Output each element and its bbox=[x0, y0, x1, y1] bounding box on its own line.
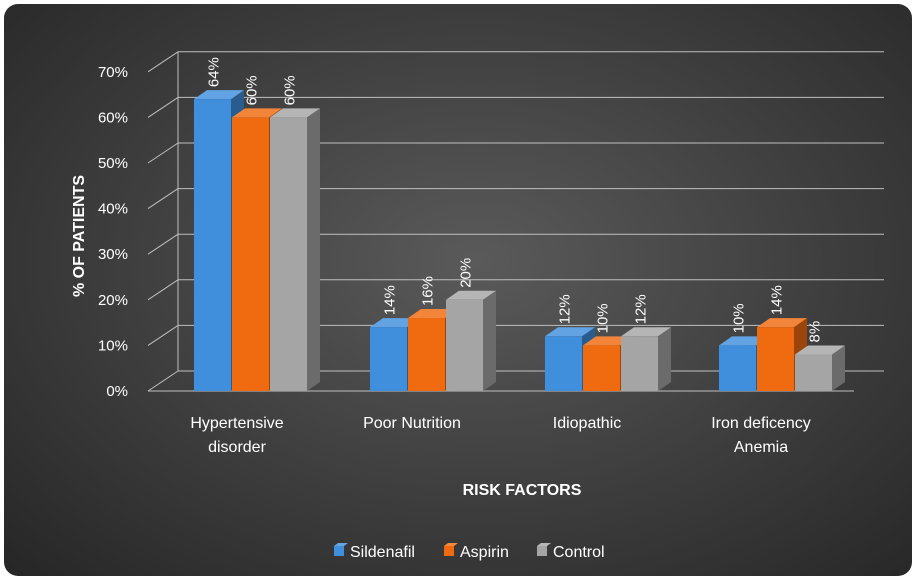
y-tick-label: 10% bbox=[98, 337, 128, 354]
bar-top bbox=[194, 90, 244, 100]
data-label: 8% bbox=[807, 321, 824, 343]
bar-chart: 0% 10% 20% 30% 40% 50% 60% 70% 64% 14% 12% 10% 60% 16… bbox=[71, 51, 884, 561]
data-label: 12% bbox=[633, 294, 650, 324]
bar bbox=[232, 117, 269, 392]
y-tick-label: 30% bbox=[98, 246, 128, 263]
y-tick-label: 50% bbox=[98, 155, 128, 172]
data-label: 16% bbox=[420, 276, 437, 306]
grid-diagonal bbox=[147, 96, 179, 118]
bar-top bbox=[408, 309, 458, 319]
data-label: 20% bbox=[458, 258, 475, 288]
bar-top bbox=[370, 318, 420, 328]
bar bbox=[545, 336, 582, 391]
data-label: 60% bbox=[244, 75, 261, 105]
bar-side bbox=[307, 108, 320, 392]
data-label: 14% bbox=[769, 285, 786, 315]
grid-diagonal bbox=[147, 188, 179, 210]
bar-side bbox=[832, 345, 845, 391]
bar bbox=[795, 354, 832, 391]
bar-top bbox=[446, 290, 496, 300]
bar-side bbox=[658, 327, 671, 391]
bar bbox=[370, 327, 407, 391]
y-tick-label: 70% bbox=[98, 64, 128, 81]
grid-diagonal bbox=[147, 370, 179, 392]
legend-swatch bbox=[334, 546, 344, 556]
x-tick-label: Hypertensive bbox=[190, 415, 283, 432]
data-label: 12% bbox=[557, 294, 574, 324]
bar bbox=[408, 318, 445, 391]
x-tick-label: disorder bbox=[208, 439, 266, 456]
bar bbox=[194, 99, 231, 391]
legend-swatch bbox=[537, 546, 547, 556]
x-tick-label: Idiopathic bbox=[553, 415, 622, 432]
y-axis-title: % OF PATIENTS bbox=[71, 175, 88, 297]
grid-diagonal bbox=[147, 279, 179, 301]
bar-top bbox=[583, 336, 633, 346]
bar-side bbox=[483, 290, 496, 391]
bar-top bbox=[757, 318, 807, 328]
chart-frame: 0% 10% 20% 30% 40% 50% 60% 70% 64% 14% 12% 10% 60% 16… bbox=[4, 4, 912, 576]
legend-swatch-top bbox=[537, 543, 551, 546]
bar bbox=[446, 299, 483, 391]
legend-swatch bbox=[444, 546, 454, 556]
legend-swatch-top bbox=[334, 543, 348, 546]
grid-diagonal bbox=[147, 324, 179, 346]
legend-label: Control bbox=[553, 544, 605, 561]
legend-label: Aspirin bbox=[460, 544, 509, 561]
y-tick-label: 20% bbox=[98, 292, 128, 309]
data-label: 14% bbox=[382, 285, 399, 315]
bar-top bbox=[232, 108, 282, 118]
bar-top bbox=[795, 345, 845, 355]
data-label: 10% bbox=[731, 303, 748, 333]
data-label: 60% bbox=[282, 75, 299, 105]
y-tick-label: 40% bbox=[98, 201, 128, 218]
bar bbox=[270, 117, 307, 392]
bar-top bbox=[270, 108, 320, 118]
bar-top bbox=[621, 327, 671, 337]
bar-top bbox=[545, 327, 595, 337]
grid-diagonal bbox=[147, 233, 179, 255]
bar bbox=[719, 345, 756, 391]
y-tick-label: 60% bbox=[98, 109, 128, 126]
grid-diagonal bbox=[147, 142, 179, 164]
x-tick-label: Anemia bbox=[734, 439, 788, 456]
data-label: 10% bbox=[595, 303, 612, 333]
x-axis-title: RISK FACTORS bbox=[463, 482, 582, 499]
bar bbox=[583, 345, 620, 391]
legend-swatch-top bbox=[444, 543, 458, 546]
bar-top bbox=[719, 336, 769, 346]
bar bbox=[621, 336, 658, 391]
grid-diagonal bbox=[147, 51, 179, 73]
x-tick-label: Iron deficency bbox=[711, 415, 811, 432]
y-tick-label: 0% bbox=[106, 383, 128, 400]
bar bbox=[757, 327, 794, 391]
legend-label: Sildenafil bbox=[350, 544, 415, 561]
data-label: 64% bbox=[206, 57, 223, 87]
x-tick-label: Poor Nutrition bbox=[363, 415, 461, 432]
